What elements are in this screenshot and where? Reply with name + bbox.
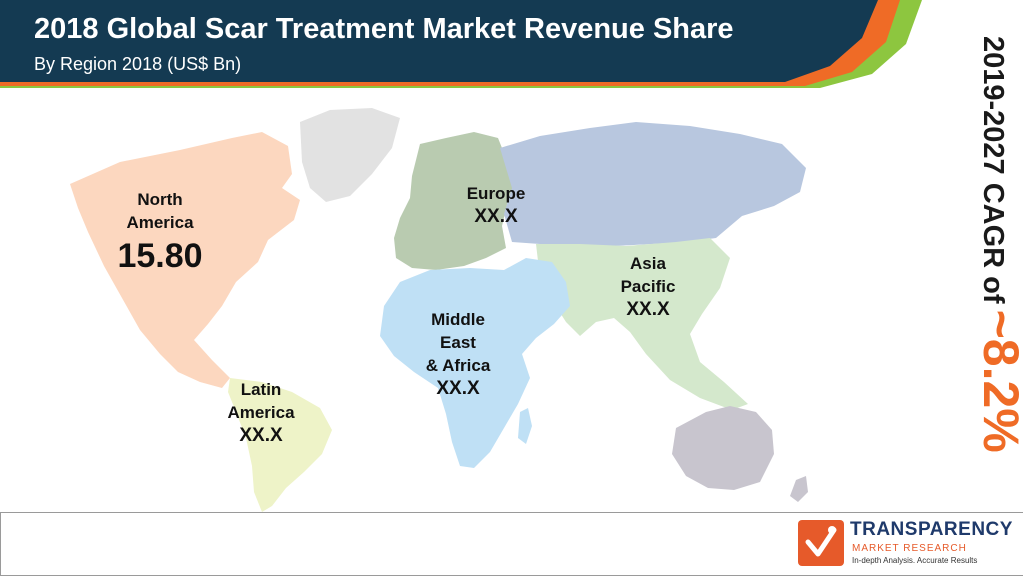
map-madagascar: [518, 408, 532, 444]
region-label-north-america: North America 15.80: [100, 188, 220, 276]
region-name-line: Middle: [431, 310, 485, 329]
region-name-line: Asia: [630, 254, 666, 273]
region-value-middle-east-africa: XX.X: [436, 378, 480, 399]
logo-check-icon: [805, 526, 837, 557]
region-label-latin-america: Latin America XX.X: [211, 378, 311, 447]
region-name-line: East: [440, 333, 476, 352]
world-map: [70, 108, 808, 512]
map-asia-pacific: [536, 238, 748, 410]
region-value-asia-pacific: XX.X: [626, 299, 670, 320]
logo-subtitle: MARKET RESEARCH: [852, 543, 967, 554]
chart-title: 2018 Global Scar Treatment Market Revenu…: [34, 13, 734, 45]
region-label-europe: Europe XX.X: [446, 182, 546, 228]
cagr-rotated: 2019-2027 CAGR of ~8.2%: [972, 36, 1024, 453]
region-name-line: Europe: [466, 184, 526, 203]
region-name-line: & Africa: [425, 356, 491, 375]
region-name-line: North: [137, 190, 183, 209]
region-value-latin-america: XX.X: [239, 425, 283, 446]
map-europe: [394, 132, 516, 270]
cagr-label: 2019-2027 CAGR of: [977, 36, 1009, 304]
company-logo: TRANSPARENCY MARKET RESEARCH In-depth An…: [798, 517, 1018, 571]
map-new-zealand: [790, 476, 808, 502]
header-banner: 2018 Global Scar Treatment Market Revenu…: [0, 0, 1024, 92]
region-name-line: America: [126, 213, 194, 232]
region-label-middle-east-africa: Middle East & Africa XX.X: [408, 308, 508, 400]
region-name-line: Pacific: [620, 277, 676, 296]
map-russia: [500, 122, 806, 246]
banner-shape: [0, 0, 922, 88]
map-australia: [672, 406, 774, 490]
logo-name: TRANSPARENCY: [850, 519, 1013, 540]
cagr-value: ~8.2%: [973, 309, 1024, 453]
banner-dark-fill: [0, 0, 878, 82]
map-greenland: [300, 108, 400, 202]
map-latin-america: [228, 378, 332, 512]
map-north-america: [70, 132, 300, 388]
region-value-north-america: 15.80: [117, 237, 203, 275]
chart-subtitle: By Region 2018 (US$ Bn): [34, 54, 242, 74]
map-middle-east-africa: [380, 258, 570, 468]
cagr-callout: 2019-2027 CAGR of ~8.2%: [970, 36, 1024, 506]
region-name-line: Latin: [240, 380, 282, 399]
logo-tagline: In-depth Analysis. Accurate Results: [852, 556, 978, 565]
region-label-asia-pacific: Asia Pacific XX.X: [598, 252, 698, 321]
region-name-line: America: [227, 403, 295, 422]
region-value-europe: XX.X: [474, 206, 518, 227]
logo-icon: [798, 520, 844, 566]
